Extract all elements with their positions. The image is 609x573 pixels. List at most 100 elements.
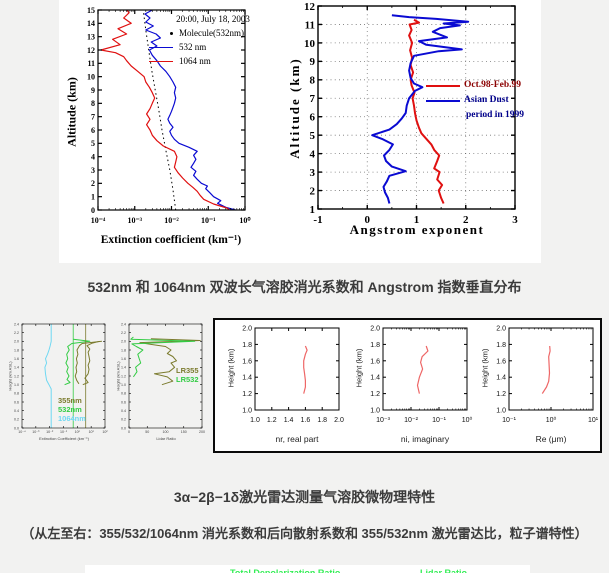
mini-lidar-ratio-plot: 0 50 100 150 200 0.0 0.2 0.4 0.6 0.8 1.0 1.2 1.4 1.6 1…	[121, 322, 205, 434]
angstrom-legend: Oct.98-Feb.99 Asian Dust period in 1999	[426, 78, 524, 123]
svg-text:0.6: 0.6	[121, 400, 126, 404]
extinction-ylabel: Altitude (km)	[64, 77, 79, 147]
svg-text:3: 3	[512, 214, 518, 226]
svg-text:10⁻²: 10⁻²	[46, 430, 54, 434]
svg-text:10⁻⁴: 10⁻⁴	[18, 430, 26, 434]
svg-text:4: 4	[310, 148, 316, 160]
svg-text:200: 200	[199, 430, 205, 434]
svg-text:0.8: 0.8	[14, 392, 19, 396]
mini-extinction-xlabel: Extinction Coefficient (km⁻¹)	[39, 436, 89, 441]
re-chart: 10⁻¹ 10⁰ 10¹ 1.0 1.2 1.4 1.6 1.8 2.0 Height (km)…	[473, 320, 600, 451]
legend-molecule-label: Molecule(532nm)	[179, 28, 244, 38]
angstrom-chart: -1 0 1 2 3 1 2 3 4 5 6 7 8 9 10 11 12 Altitude (km) Angs…	[287, 0, 541, 250]
svg-text:0.0: 0.0	[14, 426, 19, 430]
svg-text:1.2: 1.2	[267, 417, 277, 424]
mini-lidar-xlabel: Lidar Ratio	[156, 436, 176, 441]
svg-text:0.2: 0.2	[14, 418, 19, 422]
svg-text:10⁻¹: 10⁻¹	[201, 216, 216, 225]
svg-text:150: 150	[181, 430, 187, 434]
svg-text:1.2: 1.2	[242, 391, 252, 398]
ni-chart: 10⁻³ 10⁻² 10⁻¹ 10⁰ 1.0 1.2 1.4 1.6 1.8 2.0 Height…	[347, 320, 474, 451]
svg-text:1.6: 1.6	[14, 357, 19, 361]
svg-text:10⁻⁴: 10⁻⁴	[91, 216, 106, 225]
svg-text:1.2: 1.2	[370, 391, 380, 398]
svg-text:1.6: 1.6	[301, 417, 311, 424]
svg-text:2: 2	[91, 179, 95, 188]
svg-text:1.6: 1.6	[496, 358, 506, 365]
svg-text:1.0: 1.0	[496, 407, 506, 414]
svg-text:5: 5	[310, 130, 316, 142]
svg-text:10: 10	[304, 38, 316, 50]
svg-text:1.8: 1.8	[242, 342, 252, 349]
legend-532nm: 532nm	[58, 405, 82, 414]
svg-text:1.4: 1.4	[121, 366, 126, 370]
svg-text:10⁰: 10⁰	[75, 430, 81, 434]
svg-text:1.6: 1.6	[121, 357, 126, 361]
svg-text:1: 1	[310, 204, 316, 216]
figure2-caption: 3α−2β−1δ激光雷达测量气溶胶微物理特性	[173, 489, 436, 505]
svg-text:10⁻¹: 10⁻¹	[60, 430, 68, 434]
svg-text:10⁻³: 10⁻³	[376, 417, 390, 424]
svg-text:1.0: 1.0	[121, 383, 126, 387]
svg-text:2.0: 2.0	[121, 340, 126, 344]
mini-lidar-ylabel: Height (km ASL)	[115, 361, 121, 391]
lidar-mini-figure: 10⁻⁴ 10⁻³ 10⁻² 10⁻¹ 10⁰ 10¹ 10² 0.0 0.2 0.4 0.6 0.8…	[6, 320, 206, 453]
svg-text:1: 1	[91, 192, 95, 201]
svg-text:10⁻¹: 10⁻¹	[432, 417, 446, 424]
svg-text:10⁰: 10⁰	[239, 216, 251, 225]
molecule-dot-marker	[170, 31, 173, 35]
svg-text:3: 3	[91, 166, 95, 175]
svg-text:1.0: 1.0	[242, 407, 252, 414]
svg-text:1: 1	[414, 214, 420, 226]
svg-text:100: 100	[163, 430, 169, 434]
svg-text:0: 0	[91, 206, 95, 215]
svg-text:5: 5	[91, 139, 95, 148]
legend-lr355: LR355	[176, 366, 199, 375]
legend-asiandust-label: Asian Dust	[464, 95, 509, 105]
svg-text:1.2: 1.2	[14, 374, 19, 378]
svg-text:7: 7	[91, 112, 95, 121]
svg-text:10¹: 10¹	[588, 417, 599, 424]
svg-text:10⁻²: 10⁻²	[404, 417, 418, 424]
ni-xlabel: ni, imaginary	[400, 434, 450, 444]
legend-datetime: 20:00, July 18, 2003	[176, 14, 250, 24]
re-xlabel: Re (μm)	[535, 434, 567, 444]
svg-text:4: 4	[91, 152, 95, 161]
svg-text:0: 0	[128, 430, 130, 434]
svg-text:2: 2	[463, 214, 469, 226]
svg-text:10⁰: 10⁰	[462, 416, 473, 424]
legend-1064nm: 1064nm	[58, 414, 86, 423]
svg-text:1.8: 1.8	[370, 342, 380, 349]
svg-text:10⁰: 10⁰	[546, 416, 557, 424]
svg-text:1.6: 1.6	[242, 358, 252, 365]
svg-text:1.4: 1.4	[496, 375, 506, 382]
svg-text:1.2: 1.2	[121, 374, 126, 378]
svg-text:0.4: 0.4	[14, 409, 19, 413]
legend-355nm: 355nm	[58, 396, 82, 405]
mini-extinction-legend: 355nm 532nm 1064nm	[58, 396, 86, 423]
svg-text:0.8: 0.8	[121, 392, 126, 396]
angstrom-xlabel: Angstrom exponent	[349, 222, 485, 237]
next-figure-partial: Total Depolarization Ratio Lidar Ratio	[85, 565, 530, 573]
svg-text:2.0: 2.0	[14, 340, 19, 344]
svg-text:9: 9	[91, 86, 95, 95]
svg-text:8: 8	[310, 75, 316, 87]
figure2-note: （从左至右：355/532/1064nm 消光系数和后向散射系数和 355/53…	[21, 526, 588, 541]
legend-1064-line	[149, 60, 173, 62]
svg-text:1.8: 1.8	[14, 348, 19, 352]
svg-text:3: 3	[310, 167, 316, 179]
legend-oct98-line	[426, 84, 460, 87]
microphysics-panel: 1.0 1.2 1.4 1.6 1.8 2.0 1.0 1.2 1.4 1.6 1.8 2.0 Hei…	[213, 318, 602, 453]
mini-lidar-legend: LR355 LR532	[176, 366, 199, 384]
svg-text:12: 12	[304, 1, 316, 13]
svg-text:10⁻²: 10⁻²	[164, 216, 179, 225]
svg-text:2.4: 2.4	[14, 322, 19, 326]
svg-text:0: 0	[365, 214, 371, 226]
svg-text:1.4: 1.4	[284, 417, 294, 424]
next-figure-right-title: Lidar Ratio	[420, 568, 468, 573]
svg-text:1.6: 1.6	[370, 358, 380, 365]
svg-text:1.4: 1.4	[370, 375, 380, 382]
svg-text:7: 7	[310, 93, 316, 105]
svg-text:2.4: 2.4	[121, 322, 126, 326]
svg-text:15: 15	[87, 6, 95, 15]
